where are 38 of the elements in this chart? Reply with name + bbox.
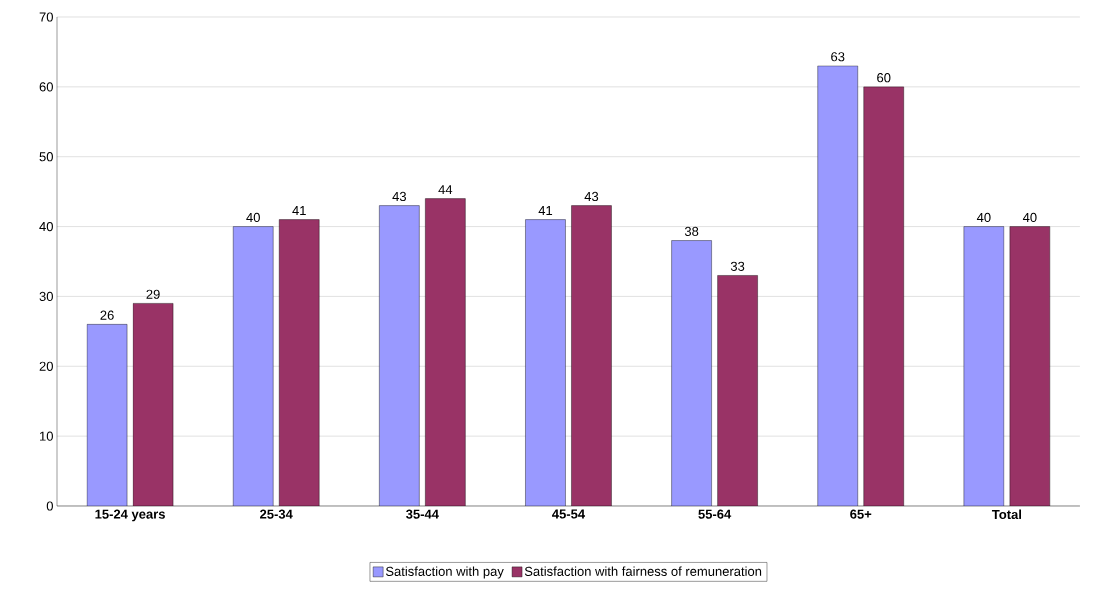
data-label: 29 [146, 289, 160, 299]
y-tick-label: 0 [46, 501, 53, 511]
y-tick-label: 20 [39, 361, 53, 371]
data-label: 26 [100, 310, 114, 320]
y-tick-label: 10 [40, 431, 53, 441]
legend-label: Satisfaction with fairness of remuneration [524, 566, 762, 576]
y-tick-label: 60 [39, 82, 53, 92]
data-label: 33 [730, 261, 745, 271]
data-label: 41 [538, 206, 553, 216]
data-label: 41 [292, 206, 306, 216]
data-label: 43 [392, 191, 406, 202]
bar [571, 205, 612, 506]
bar [425, 198, 466, 506]
y-tick-label: 70 [39, 12, 53, 22]
x-tick-label: 55-64 [698, 509, 732, 519]
legend-label: Satisfaction with pay [385, 566, 504, 579]
x-tick-label: 35-44 [406, 509, 439, 519]
data-label: 40 [246, 212, 260, 223]
data-label: 38 [684, 226, 699, 236]
data-label: 63 [831, 52, 845, 62]
x-tick-label: 25-34 [260, 509, 293, 519]
bar [279, 219, 320, 506]
bar [133, 303, 174, 506]
y-tick-label: 40 [39, 221, 53, 232]
x-tick-label: Total [991, 509, 1021, 520]
x-tick-label: 65+ [850, 509, 872, 519]
data-label: 60 [877, 73, 891, 83]
data-label: 40 [1022, 212, 1037, 223]
bar [717, 275, 758, 506]
data-label: 44 [438, 185, 453, 195]
x-tick-label: 15-24 years [95, 509, 165, 522]
data-label: 40 [976, 212, 991, 223]
data-label: 43 [584, 191, 599, 202]
bar [1009, 226, 1051, 506]
y-tick-label: 50 [39, 152, 53, 162]
bar [863, 86, 904, 506]
y-tick-label: 30 [39, 291, 53, 302]
x-tick-label: 45-54 [552, 509, 586, 519]
